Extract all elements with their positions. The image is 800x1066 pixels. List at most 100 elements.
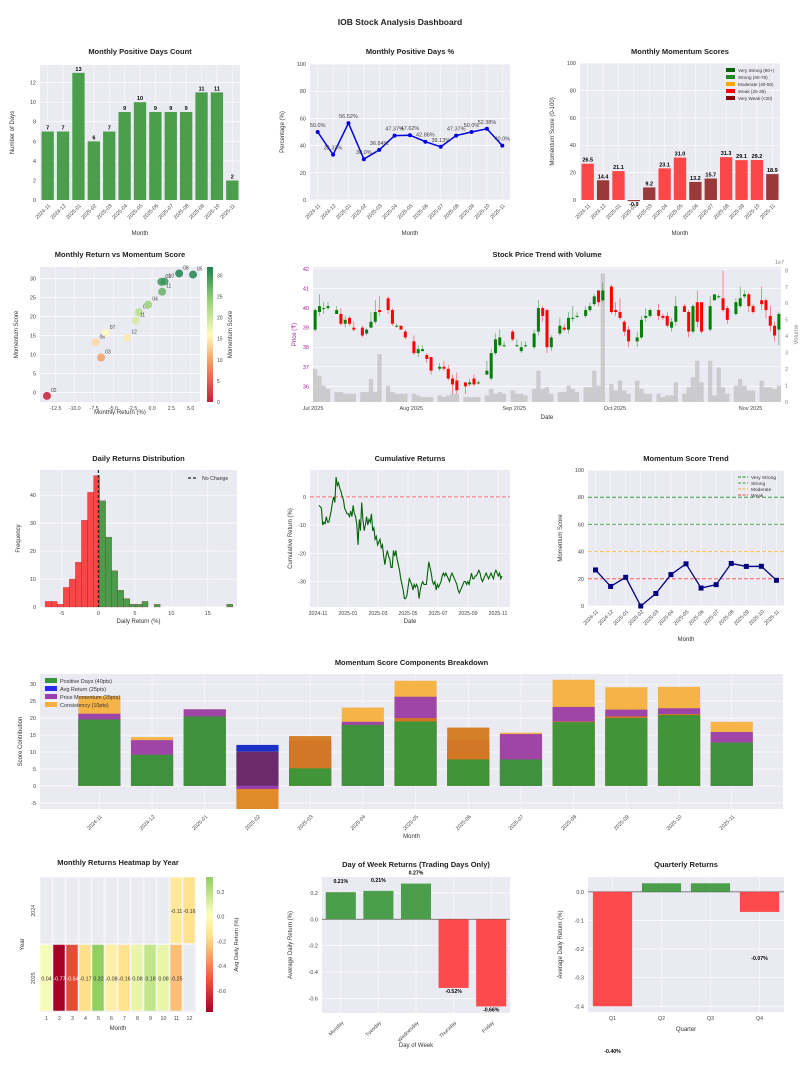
bar-label: -0.40% xyxy=(604,1049,621,1055)
cell-label: -0.17 xyxy=(79,976,91,982)
candle-body xyxy=(472,378,476,385)
y-tick-label: 100 xyxy=(575,468,584,474)
volume-bar xyxy=(609,383,614,402)
y-tick-label: 10 xyxy=(30,352,36,358)
scatter-point xyxy=(175,269,184,278)
volume-bar xyxy=(334,392,339,402)
bar-segment xyxy=(78,719,121,786)
candle-body xyxy=(695,302,699,322)
x-axis-label: Month xyxy=(678,637,695,643)
y-tick-label: 0 xyxy=(573,198,576,204)
volume-bar xyxy=(699,382,704,402)
volume-bar xyxy=(750,390,756,402)
y-tick-label: -20 xyxy=(298,551,306,557)
candle-body xyxy=(493,339,497,354)
chart-positive-days-count: Monthly Positive Days Count Month Number o… xyxy=(10,47,240,237)
candle-body xyxy=(588,306,592,311)
volume-bar xyxy=(587,387,593,402)
candle-body xyxy=(365,329,369,334)
x-tick-label: 5 xyxy=(133,611,136,617)
y-tick-label: 0 xyxy=(33,605,36,611)
x-tick-label: 2024-11 xyxy=(305,203,323,221)
x-tick-label: 2025-11 xyxy=(759,203,777,221)
x-tick-label: 2024-11 xyxy=(86,814,104,832)
x-tick-label: 2024-12 xyxy=(590,203,608,221)
candle-body xyxy=(717,296,721,298)
volume-bar xyxy=(441,397,447,402)
y-tick-label: 10 xyxy=(30,577,36,583)
data-point xyxy=(773,577,779,583)
volume-bar xyxy=(617,380,623,402)
candle-body xyxy=(468,382,472,385)
point-label: 11 xyxy=(140,313,145,319)
y-tick-label: 20 xyxy=(578,577,584,583)
y2-tick-label: 5 xyxy=(785,318,788,324)
y-tick-label: 41 xyxy=(303,287,309,293)
data-point xyxy=(638,603,644,609)
volume-bar xyxy=(647,393,653,402)
volume-bar xyxy=(725,393,730,402)
x-tick-label: 2025-06 xyxy=(142,203,160,221)
x-tick-label: 2025-02 xyxy=(627,609,645,627)
colorbar-tick: 0.0 xyxy=(217,915,224,921)
candle-body xyxy=(416,349,420,354)
x-axis-label: Date xyxy=(541,415,554,421)
volume-bar xyxy=(321,385,326,402)
chart-score-components: Momentum Score Components Breakdown Month… xyxy=(18,658,783,840)
point-label: 30.0% xyxy=(356,150,372,156)
bar-label: 10 xyxy=(137,96,143,102)
candle-body xyxy=(343,319,347,324)
y2-tick-label: 3 xyxy=(785,351,788,357)
candle-body xyxy=(489,353,493,379)
volume-bar xyxy=(454,393,459,402)
point-label: 47.62% xyxy=(401,126,420,132)
legend-swatch xyxy=(726,75,735,79)
bar-label: 11 xyxy=(214,86,220,92)
y2-tick-label: 8 xyxy=(785,268,788,274)
x-axis-label: Month xyxy=(110,1026,127,1032)
x-axis-label: Month xyxy=(672,231,689,237)
bar-segment xyxy=(394,721,437,786)
candle-body xyxy=(541,308,545,316)
volume-bar xyxy=(622,390,627,402)
y-tick-label: 20 xyxy=(30,549,36,555)
candle-body xyxy=(425,355,429,359)
heatmap-cell xyxy=(65,876,79,944)
bar-label: 29.1 xyxy=(736,154,747,160)
candle-body xyxy=(378,310,382,312)
y-tick-label: 42 xyxy=(303,267,309,273)
candle-body xyxy=(614,310,618,312)
candle-body xyxy=(399,325,403,330)
candle-body xyxy=(721,298,725,311)
volume-bar xyxy=(531,388,537,402)
data-point xyxy=(683,561,689,567)
point-label: 08 xyxy=(183,265,189,271)
candle-body xyxy=(609,286,613,312)
x-tick-label: Tuesday xyxy=(365,1020,383,1038)
cell-label: -0.77 xyxy=(53,976,65,982)
y-tick-label: -0.6 xyxy=(309,996,318,1002)
heatmap-cell xyxy=(169,876,183,944)
bar xyxy=(72,72,85,200)
x-axis-label: Quarter xyxy=(676,1027,696,1033)
histogram-bar xyxy=(105,536,112,608)
legend-swatch xyxy=(726,89,735,93)
scatter-point xyxy=(158,287,167,296)
candle-body xyxy=(519,347,523,352)
histogram-bar xyxy=(123,598,131,608)
heatmap-cell xyxy=(156,944,170,1012)
bar-label: 9 xyxy=(169,106,172,112)
bar-label: 21.1 xyxy=(613,165,624,171)
bar-segment xyxy=(289,768,332,786)
heatmap-cell xyxy=(182,944,196,1012)
y-axis-label: Price (₹) xyxy=(291,323,298,346)
y-tick-label: 15 xyxy=(30,333,36,339)
cell-label: 0.08 xyxy=(158,976,168,982)
volume-bar xyxy=(493,393,498,402)
volume-bar xyxy=(489,388,494,402)
x-tick-label: 15 xyxy=(205,611,211,617)
cell-label: 0.04 xyxy=(41,976,51,982)
scatter-point xyxy=(97,353,106,362)
x-tick-label: 2025-05 xyxy=(673,609,691,627)
volume-bar xyxy=(695,360,700,402)
